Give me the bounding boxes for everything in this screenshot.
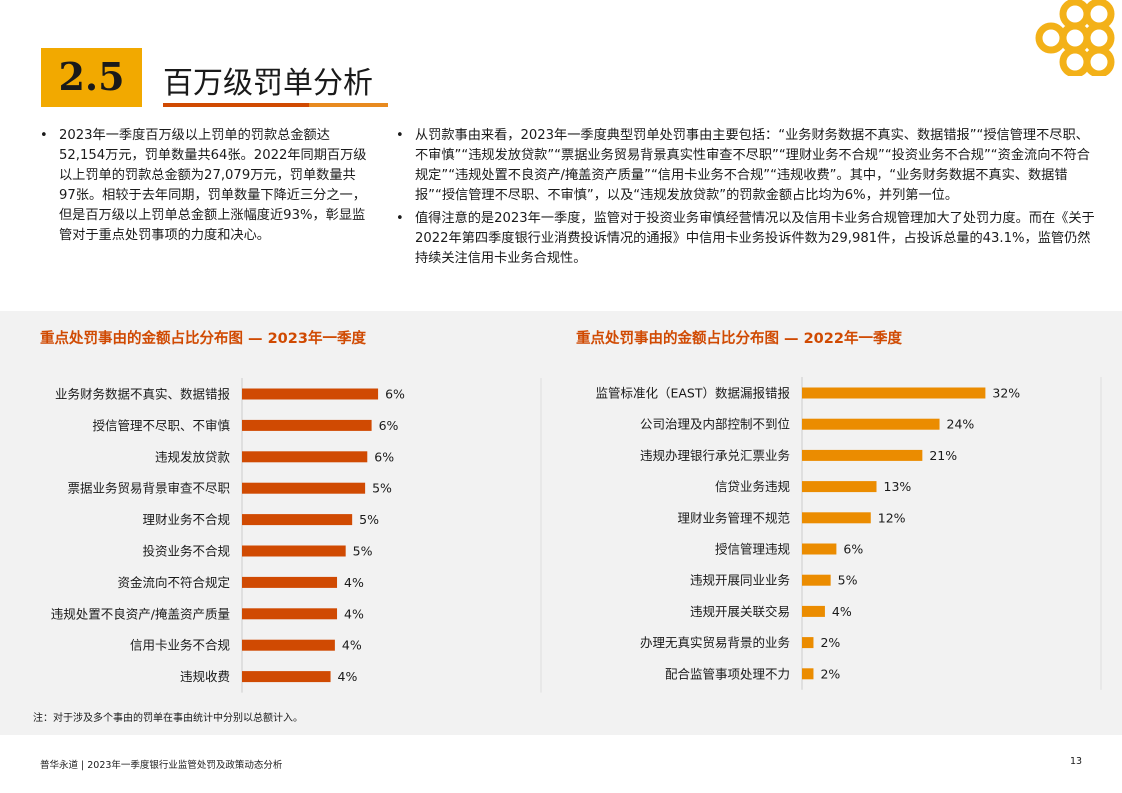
bullet-item: 2023年一季度百万级以上罚单的罚款总金额达52,154万元，罚单数量共64张。… — [40, 126, 370, 246]
category-label: 违规开展同业业务 — [690, 573, 790, 588]
footer-text: 普华永道 | 2023年一季度银行业监管处罚及政策动态分析 — [40, 760, 283, 771]
bar — [802, 481, 877, 493]
bar — [242, 576, 338, 588]
pwc-logo-icon — [1035, 0, 1115, 76]
data-label: 5% — [359, 512, 379, 527]
section-number-box: 2.5 — [41, 48, 142, 107]
bar — [802, 449, 923, 461]
bullet-item: 值得注意的是2023年一季度，监管对于投资业务审慎经营情况以及信用卡业务合规管理… — [396, 209, 1102, 269]
data-label: 6% — [385, 387, 405, 402]
category-label: 监管标准化（EAST）数据漏报错报 — [595, 386, 790, 401]
data-label: 32% — [992, 386, 1020, 401]
category-label: 信贷业务违规 — [715, 479, 790, 494]
category-label: 违规开展关联交易 — [690, 604, 790, 619]
data-label: 6% — [374, 449, 394, 464]
title-underline — [163, 103, 388, 107]
chart-title-2023: 重点处罚事由的金额占比分布图 — 2023年一季度 — [40, 331, 366, 347]
data-label: 4% — [344, 606, 364, 621]
data-label: 24% — [947, 417, 975, 432]
bar — [242, 608, 338, 620]
category-label: 违规办理银行承兑汇票业务 — [640, 448, 790, 463]
bar — [242, 671, 331, 683]
bar — [242, 514, 353, 526]
category-label: 违规处置不良资产/掩盖资产质量 — [51, 606, 230, 621]
category-label: 投资业务不合规 — [142, 544, 230, 559]
charts-panel: 重点处罚事由的金额占比分布图 — 2023年一季度 重点处罚事由的金额占比分布图… — [0, 311, 1122, 735]
data-label: 12% — [878, 510, 906, 525]
bar — [242, 419, 372, 431]
bar — [802, 605, 825, 617]
bar — [802, 543, 837, 555]
bar — [802, 387, 986, 399]
left-bullet-block: 2023年一季度百万级以上罚单的罚款总金额达52,154万元，罚单数量共64张。… — [40, 126, 370, 249]
data-label: 6% — [379, 418, 399, 433]
bar — [802, 668, 814, 680]
category-label: 授信管理违规 — [715, 542, 790, 557]
data-label: 13% — [884, 479, 912, 494]
bar — [802, 637, 814, 649]
category-label: 办理无真实贸易背景的业务 — [640, 635, 790, 650]
bullet-item: 从罚款事由来看，2023年一季度典型罚单处罚事由主要包括：“业务财务数据不真实、… — [396, 126, 1102, 206]
category-label: 业务财务数据不真实、数据错报 — [55, 387, 231, 402]
category-label: 票据业务贸易背景审查不尽职 — [67, 481, 230, 496]
bar — [242, 482, 366, 494]
bar — [242, 639, 335, 651]
chart-note: 注：对于涉及多个事由的罚单在事由统计中分别以总额计入。 — [33, 713, 303, 724]
data-label: 5% — [372, 481, 392, 496]
data-label: 4% — [832, 604, 852, 619]
category-label: 授信管理不尽职、不审慎 — [92, 418, 230, 433]
category-label: 理财业务不合规 — [142, 512, 230, 527]
data-label: 21% — [929, 448, 957, 463]
category-label: 配合监管事项处理不力 — [665, 666, 790, 681]
category-label: 理财业务管理不规范 — [677, 510, 790, 525]
data-label: 2% — [820, 666, 840, 681]
section-number: 2.5 — [58, 54, 125, 99]
data-label: 5% — [838, 573, 858, 588]
category-label: 公司治理及内部控制不到位 — [640, 417, 790, 432]
data-label: 4% — [342, 638, 362, 653]
data-label: 4% — [344, 575, 364, 590]
data-label: 5% — [353, 544, 373, 559]
data-label: 4% — [338, 669, 358, 684]
data-label: 6% — [843, 542, 863, 557]
category-label: 违规收费 — [180, 669, 230, 684]
chart-title-2022: 重点处罚事由的金额占比分布图 — 2022年一季度 — [576, 331, 902, 347]
category-label: 信用卡业务不合规 — [130, 638, 230, 653]
bar — [242, 545, 346, 557]
bar — [802, 512, 871, 524]
bar — [802, 574, 831, 586]
bar — [802, 418, 940, 430]
data-label: 2% — [820, 635, 840, 650]
page-number: 13 — [1070, 756, 1083, 767]
bar — [242, 388, 379, 400]
category-label: 资金流向不符合规定 — [117, 575, 230, 590]
bar-charts: 业务财务数据不真实、数据错报 6% 授信管理不尽职、不审慎 6% 违规发放贷款 6% 票据业… — [51, 377, 1102, 693]
page-title: 百万级罚单分析 — [163, 66, 373, 101]
right-bullet-block: 从罚款事由来看，2023年一季度典型罚单处罚事由主要包括：“业务财务数据不真实、… — [396, 126, 1102, 272]
bar — [242, 451, 368, 463]
category-label: 违规发放贷款 — [155, 449, 231, 464]
